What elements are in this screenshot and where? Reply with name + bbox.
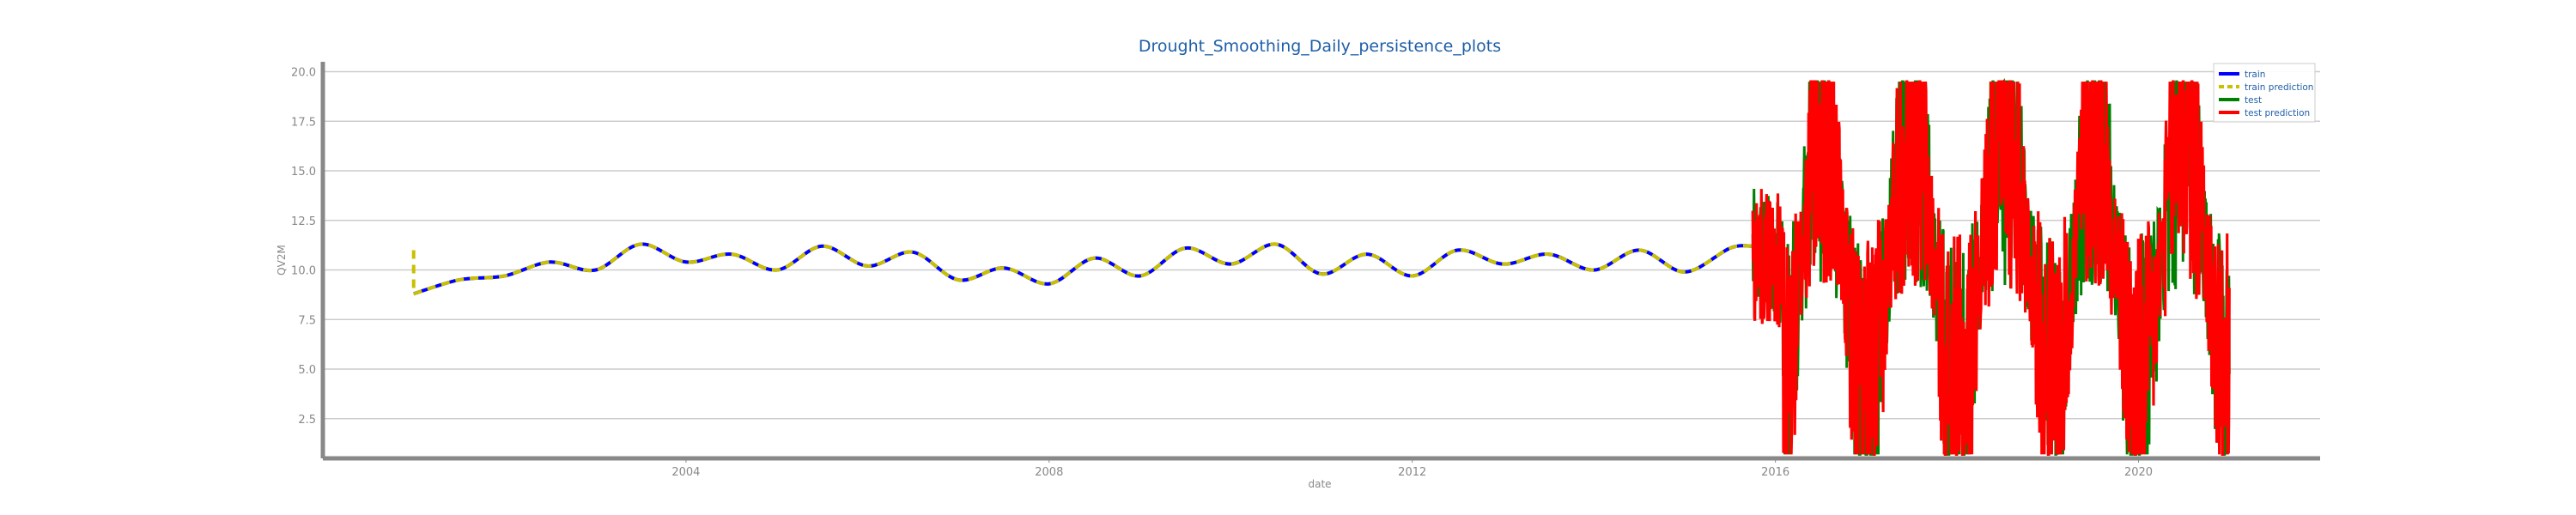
y-tick-label: 5.0 [298, 364, 316, 377]
legend-label: test [2245, 95, 2262, 106]
legend: train train prediction test test prediction [2213, 63, 2316, 123]
x-axis-label: date [1308, 478, 1331, 490]
x-tick-label: 2020 [2124, 466, 2153, 479]
y-axis-ticks: 2.5 5.0 7.5 10.0 12.5 15.0 17.5 20.0 [291, 67, 316, 427]
y-tick-label: 12.5 [291, 215, 316, 228]
y-tick-label: 2.5 [298, 414, 316, 427]
legend-label: train [2245, 70, 2265, 80]
series-train-line [413, 242, 1753, 296]
x-tick-label: 2016 [1761, 466, 1789, 479]
series-train-prediction-line [413, 242, 1753, 296]
legend-label: test prediction [2245, 108, 2310, 118]
x-tick-label: 2008 [1035, 466, 1063, 479]
y-tick-label: 17.5 [291, 116, 316, 129]
x-axis-ticks: 2004 2008 2012 2016 2020 [671, 458, 2153, 479]
y-tick-label: 20.0 [291, 67, 316, 80]
chart-title: Drought_Smoothing_Daily_persistence_plot… [1139, 37, 1501, 56]
y-tick-label: 15.0 [291, 166, 316, 179]
grid-lines [323, 70, 2320, 420]
y-tick-label: 10.0 [291, 265, 316, 278]
y-axis-label: QV2M [276, 245, 288, 276]
x-tick-label: 2012 [1398, 466, 1426, 479]
series-test-prediction-line [1751, 80, 2231, 456]
plot-area [411, 77, 2231, 456]
y-tick-label: 7.5 [298, 314, 316, 327]
legend-label: train prediction [2245, 82, 2313, 93]
x-tick-label: 2004 [671, 466, 700, 479]
